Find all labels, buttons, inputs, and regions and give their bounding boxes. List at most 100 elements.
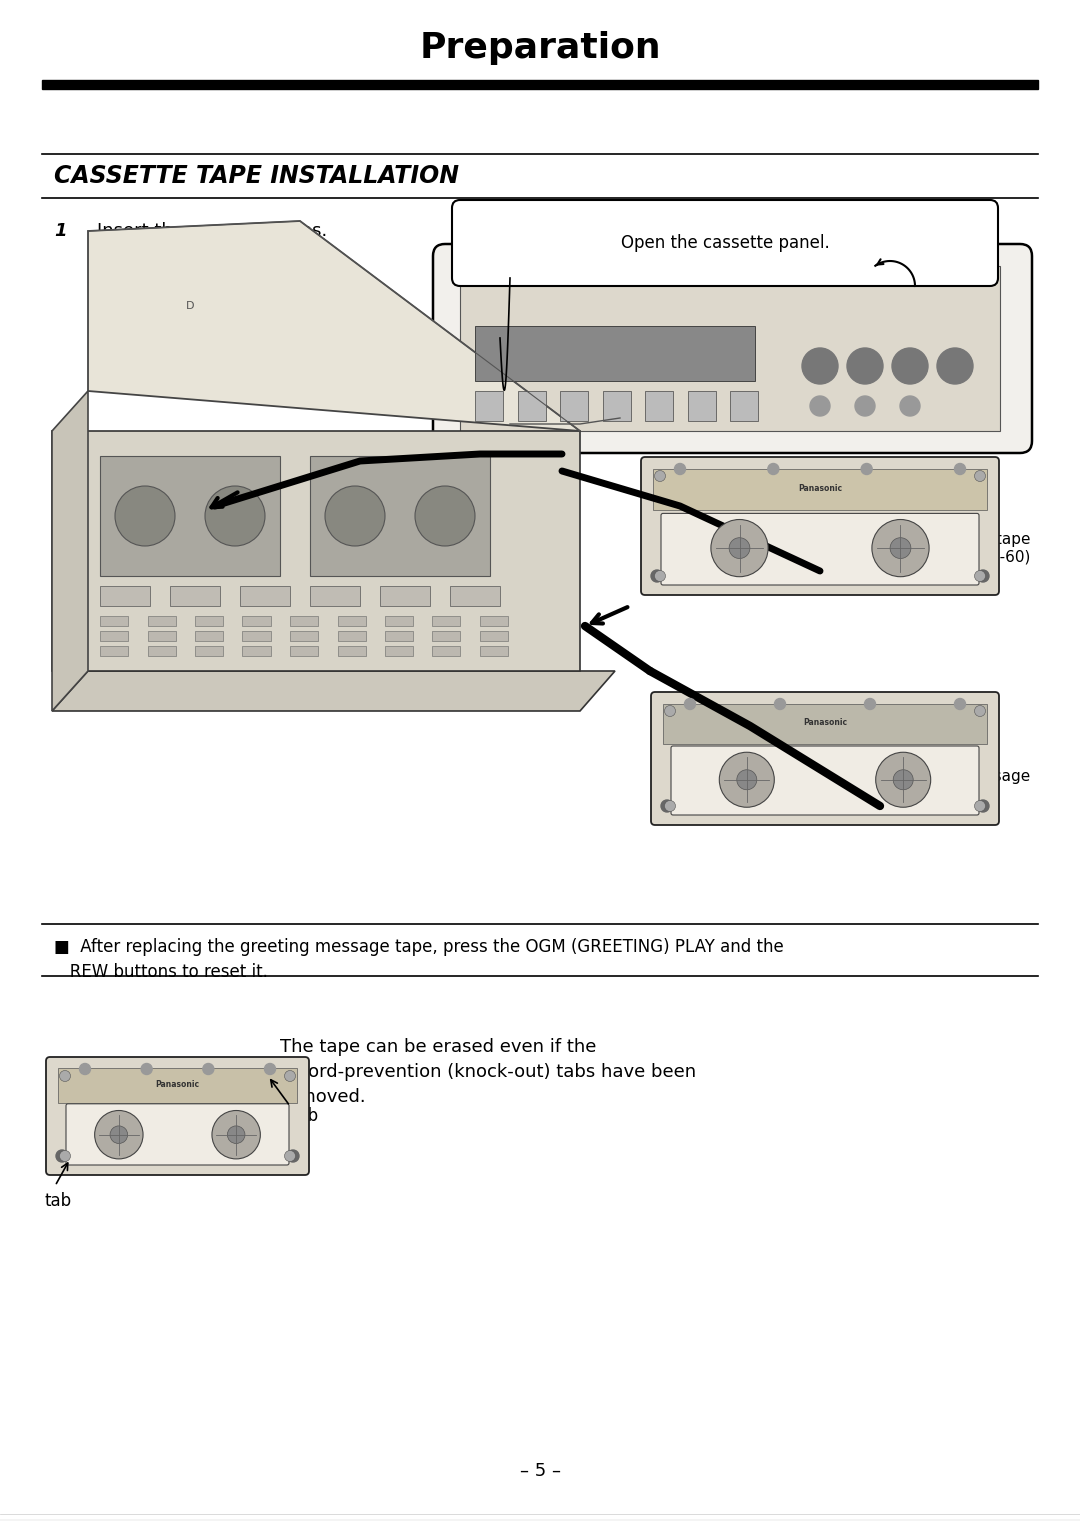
Circle shape — [228, 1126, 245, 1143]
Bar — [100, 586, 150, 606]
Circle shape — [325, 485, 384, 546]
Circle shape — [774, 699, 785, 710]
Circle shape — [864, 699, 876, 710]
Bar — [243, 630, 270, 641]
Circle shape — [768, 464, 779, 475]
Polygon shape — [52, 671, 615, 711]
Bar — [480, 630, 508, 641]
Text: Insert the cassette tapes.: Insert the cassette tapes. — [97, 221, 327, 240]
Circle shape — [810, 397, 831, 417]
Bar — [432, 617, 460, 626]
Bar — [243, 645, 270, 656]
Bar — [384, 617, 413, 626]
Bar — [100, 630, 129, 641]
FancyBboxPatch shape — [671, 746, 978, 815]
Text: tab: tab — [292, 1106, 319, 1125]
Bar — [337, 617, 365, 626]
Bar — [58, 1068, 297, 1103]
Bar — [310, 456, 490, 575]
Bar — [291, 617, 318, 626]
Circle shape — [59, 1071, 70, 1082]
Bar — [450, 586, 500, 606]
FancyBboxPatch shape — [433, 244, 1032, 453]
Circle shape — [893, 769, 914, 790]
Circle shape — [80, 1064, 91, 1074]
Circle shape — [974, 470, 986, 482]
Circle shape — [95, 1111, 143, 1158]
Bar — [561, 391, 588, 421]
Bar — [653, 468, 987, 510]
Text: Preparation: Preparation — [419, 31, 661, 66]
Circle shape — [205, 485, 265, 546]
Bar — [240, 586, 291, 606]
Bar — [337, 645, 365, 656]
Circle shape — [892, 348, 928, 385]
Polygon shape — [52, 391, 87, 711]
Bar — [603, 391, 631, 421]
Text: Panasonic: Panasonic — [798, 484, 842, 493]
Circle shape — [711, 519, 768, 577]
Bar — [148, 617, 175, 626]
Bar — [645, 391, 673, 421]
Bar — [730, 391, 758, 421]
Circle shape — [675, 464, 686, 475]
Circle shape — [110, 1126, 127, 1143]
Circle shape — [212, 1111, 260, 1158]
Bar — [148, 645, 175, 656]
Circle shape — [415, 485, 475, 546]
Bar — [480, 645, 508, 656]
Text: Panasonic: Panasonic — [802, 717, 847, 726]
Bar — [100, 645, 129, 656]
Text: CASSETTE TAPE INSTALLATION: CASSETTE TAPE INSTALLATION — [54, 163, 459, 188]
Circle shape — [661, 800, 673, 812]
Circle shape — [974, 705, 986, 717]
Bar — [195, 617, 222, 626]
Bar — [291, 630, 318, 641]
Text: D: D — [186, 301, 194, 311]
Circle shape — [974, 571, 986, 581]
Text: Open the cassette panel.: Open the cassette panel. — [621, 233, 829, 252]
Bar — [291, 645, 318, 656]
Bar — [243, 617, 270, 626]
Circle shape — [861, 464, 873, 475]
Circle shape — [802, 348, 838, 385]
Bar — [170, 586, 220, 606]
Circle shape — [664, 801, 675, 812]
Bar — [310, 586, 360, 606]
Text: Cassette tape
for greeting message
(C-15): Cassette tape for greeting message (C-15… — [866, 751, 1030, 801]
Circle shape — [654, 571, 665, 581]
Bar — [100, 456, 280, 575]
Circle shape — [287, 1151, 299, 1161]
Circle shape — [876, 752, 931, 807]
Polygon shape — [52, 430, 580, 671]
Circle shape — [56, 1151, 68, 1161]
Circle shape — [114, 485, 175, 546]
Circle shape — [890, 537, 910, 559]
Circle shape — [265, 1064, 275, 1074]
Bar — [517, 391, 545, 421]
Circle shape — [284, 1071, 296, 1082]
Circle shape — [59, 1151, 70, 1161]
Circle shape — [685, 699, 696, 710]
Text: ■  After replacing the greeting message tape, press the OGM (GREETING) PLAY and : ■ After replacing the greeting message t… — [54, 938, 784, 981]
Bar — [480, 617, 508, 626]
Bar — [337, 630, 365, 641]
Circle shape — [719, 752, 774, 807]
Text: – 5 –: – 5 – — [519, 1462, 561, 1480]
Circle shape — [900, 397, 920, 417]
Circle shape — [141, 1064, 152, 1074]
Circle shape — [974, 801, 986, 812]
FancyBboxPatch shape — [66, 1103, 289, 1164]
Circle shape — [654, 470, 665, 482]
Circle shape — [955, 464, 966, 475]
Text: tab: tab — [44, 1192, 71, 1210]
Bar — [42, 79, 1038, 89]
Polygon shape — [87, 221, 580, 430]
Circle shape — [937, 348, 973, 385]
Bar — [475, 391, 503, 421]
FancyBboxPatch shape — [642, 456, 999, 595]
Circle shape — [737, 769, 757, 790]
Bar — [432, 630, 460, 641]
Bar — [475, 327, 755, 382]
Circle shape — [847, 348, 883, 385]
